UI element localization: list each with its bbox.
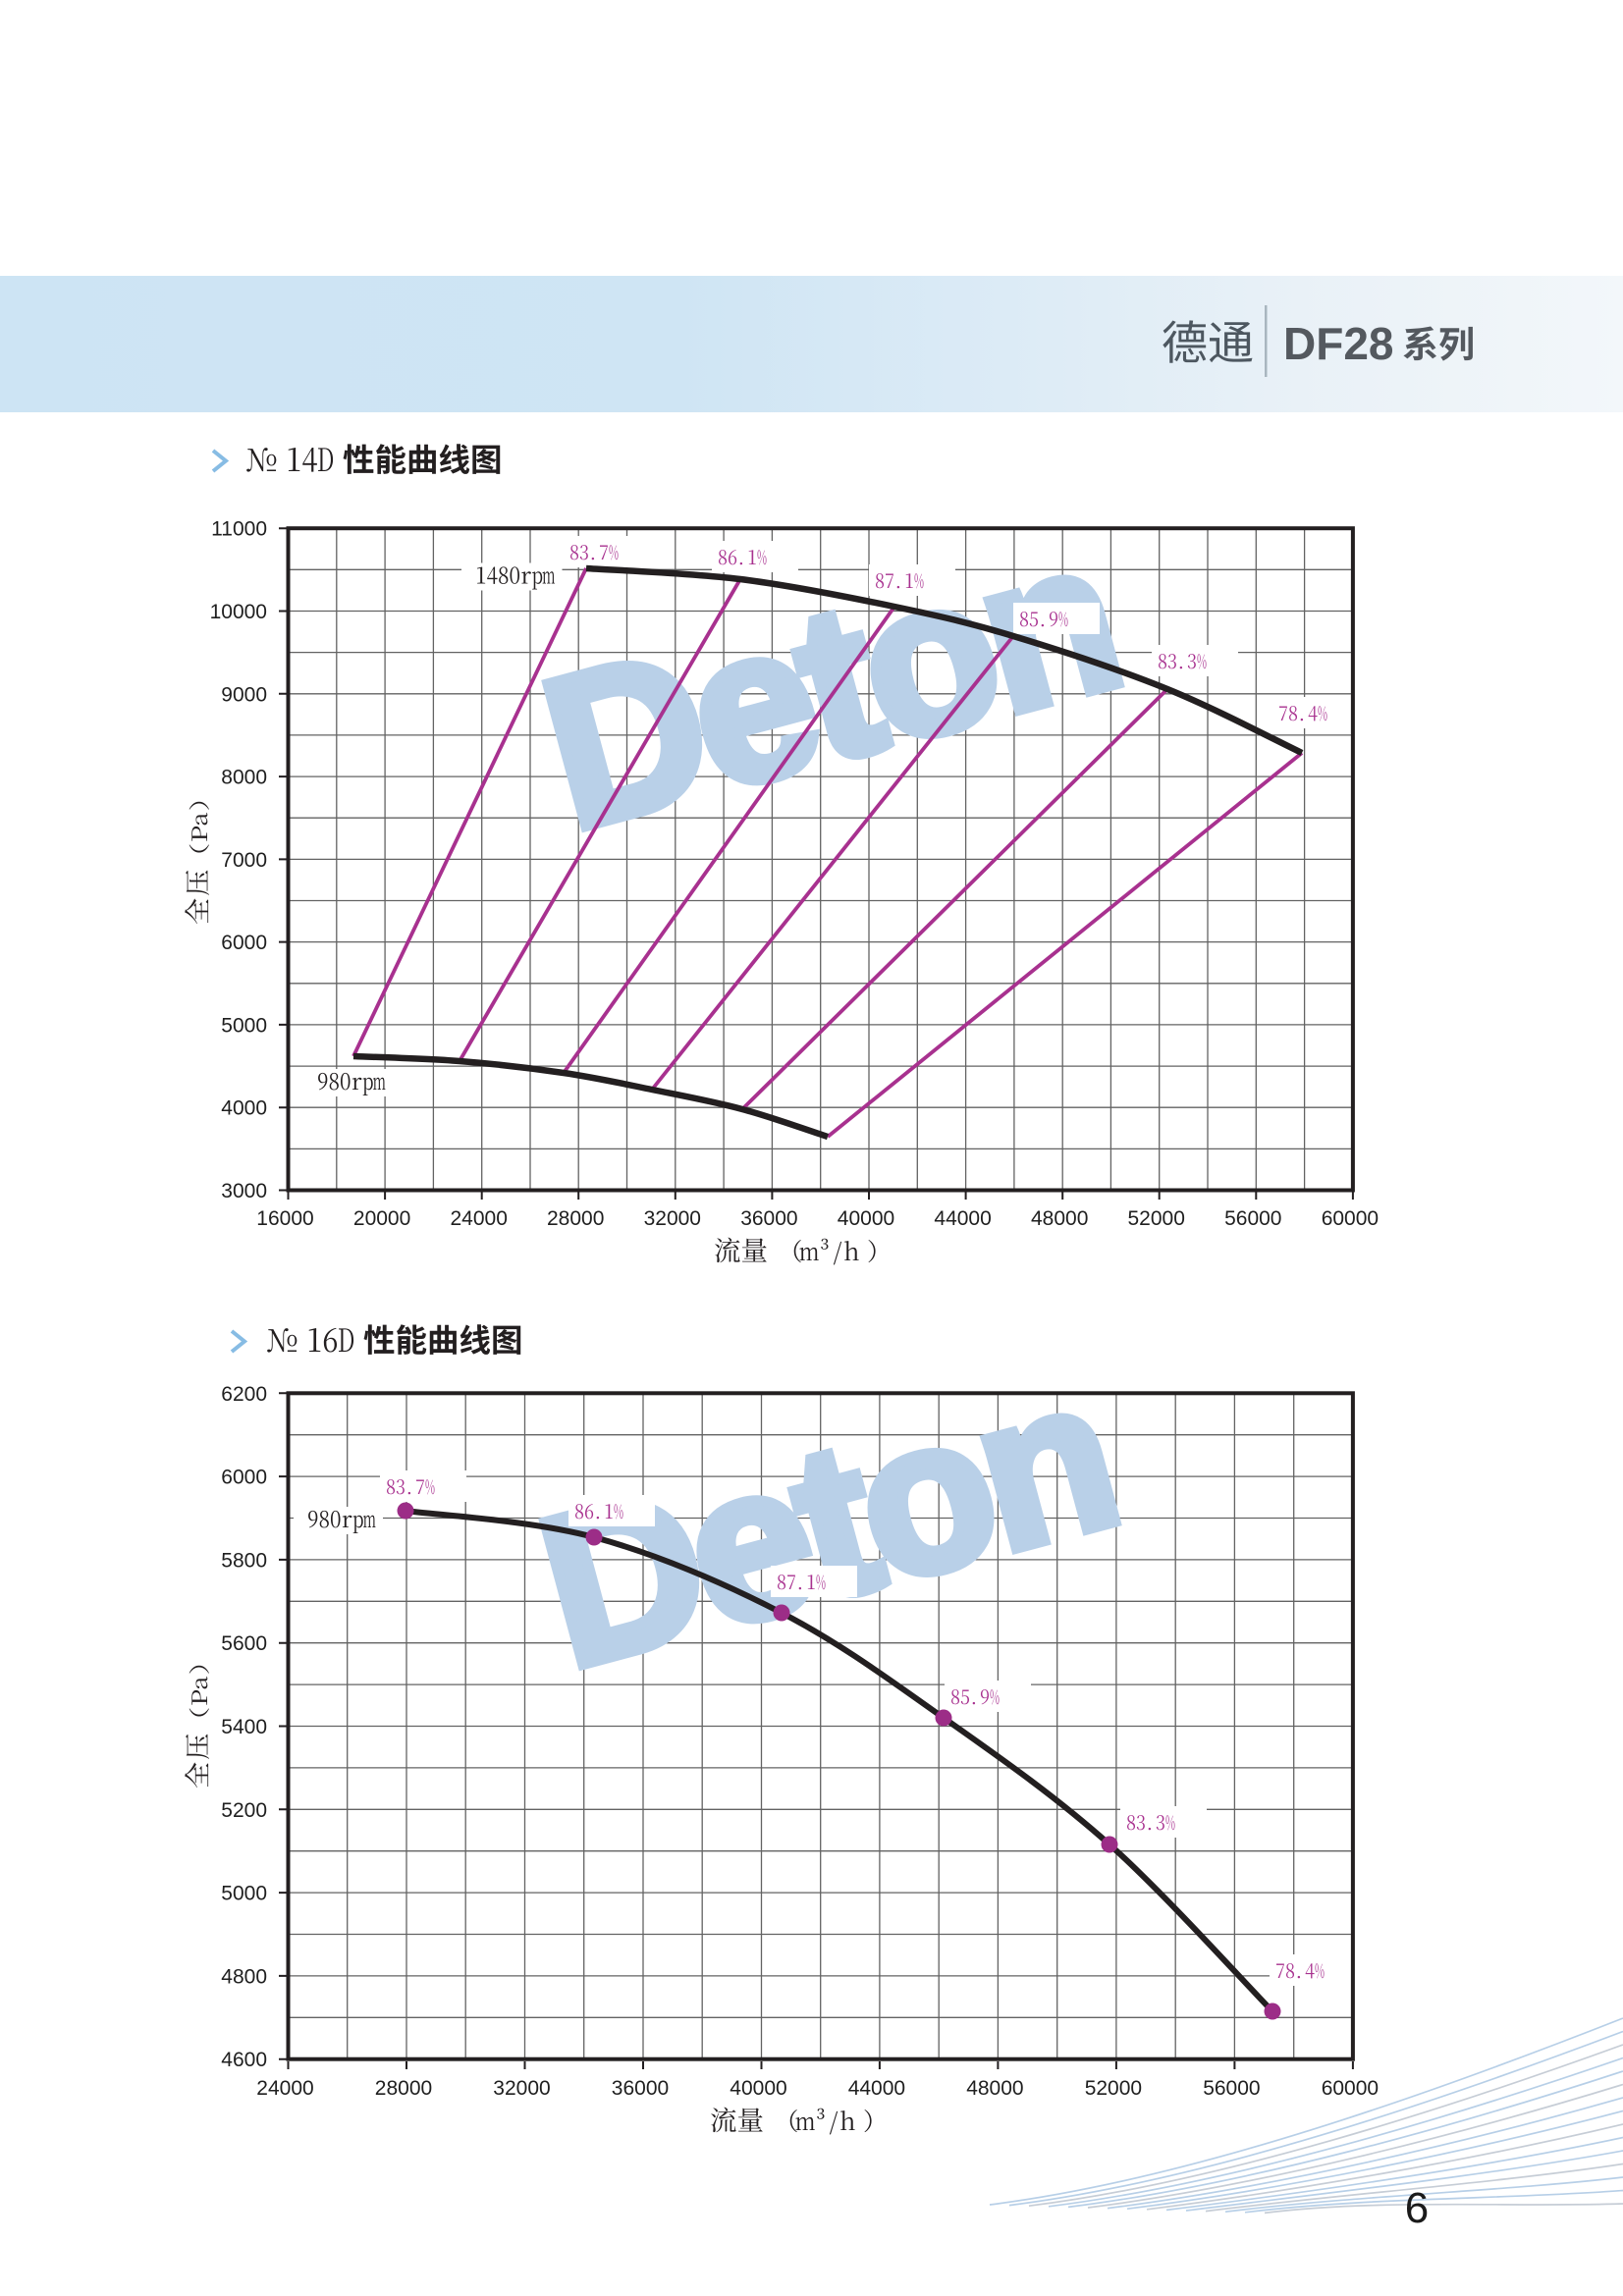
svg-text:4000: 4000 bbox=[221, 1097, 267, 1120]
svg-text:7000: 7000 bbox=[221, 849, 267, 872]
svg-text:6000: 6000 bbox=[221, 932, 267, 954]
svg-text:60000: 60000 bbox=[1322, 1207, 1379, 1230]
svg-text:16000: 16000 bbox=[256, 1207, 313, 1230]
svg-text:60000: 60000 bbox=[1322, 2077, 1379, 2100]
svg-text:52000: 52000 bbox=[1127, 1207, 1184, 1230]
svg-text:32000: 32000 bbox=[644, 1207, 701, 1230]
svg-text:48000: 48000 bbox=[966, 2077, 1023, 2100]
svg-text:52000: 52000 bbox=[1085, 2077, 1142, 2100]
svg-text:28000: 28000 bbox=[547, 1207, 604, 1230]
svg-text:28000: 28000 bbox=[375, 2077, 432, 2100]
svg-text:48000: 48000 bbox=[1031, 1207, 1088, 1230]
svg-text:44000: 44000 bbox=[848, 2077, 905, 2100]
svg-text:40000: 40000 bbox=[838, 1207, 894, 1230]
svg-text:5400: 5400 bbox=[221, 1716, 267, 1738]
svg-text:6200: 6200 bbox=[221, 1383, 267, 1406]
svg-text:20000: 20000 bbox=[353, 1207, 410, 1230]
svg-text:5800: 5800 bbox=[221, 1549, 267, 1572]
svg-text:5000: 5000 bbox=[221, 1014, 267, 1037]
svg-text:32000: 32000 bbox=[493, 2077, 550, 2100]
svg-text:9000: 9000 bbox=[221, 683, 267, 706]
svg-text:36000: 36000 bbox=[612, 2077, 669, 2100]
svg-text:6: 6 bbox=[1405, 2184, 1429, 2232]
svg-text:5600: 5600 bbox=[221, 1632, 267, 1655]
svg-text:11000: 11000 bbox=[211, 518, 267, 541]
svg-text:DF28: DF28 bbox=[1283, 318, 1393, 369]
svg-text:36000: 36000 bbox=[740, 1207, 797, 1230]
svg-text:56000: 56000 bbox=[1203, 2077, 1260, 2100]
svg-text:4600: 4600 bbox=[221, 2049, 267, 2071]
svg-text:24000: 24000 bbox=[450, 1207, 507, 1230]
svg-text:5200: 5200 bbox=[221, 1799, 267, 1822]
svg-text:40000: 40000 bbox=[730, 2077, 786, 2100]
svg-text:44000: 44000 bbox=[934, 1207, 991, 1230]
svg-text:24000: 24000 bbox=[256, 2077, 313, 2100]
svg-text:10000: 10000 bbox=[210, 601, 267, 623]
svg-text:4800: 4800 bbox=[221, 1965, 267, 1988]
svg-text:3000: 3000 bbox=[221, 1180, 267, 1202]
svg-text:6000: 6000 bbox=[221, 1467, 267, 1489]
svg-text:56000: 56000 bbox=[1224, 1207, 1281, 1230]
svg-text:8000: 8000 bbox=[221, 767, 267, 789]
svg-text:5000: 5000 bbox=[221, 1883, 267, 1905]
